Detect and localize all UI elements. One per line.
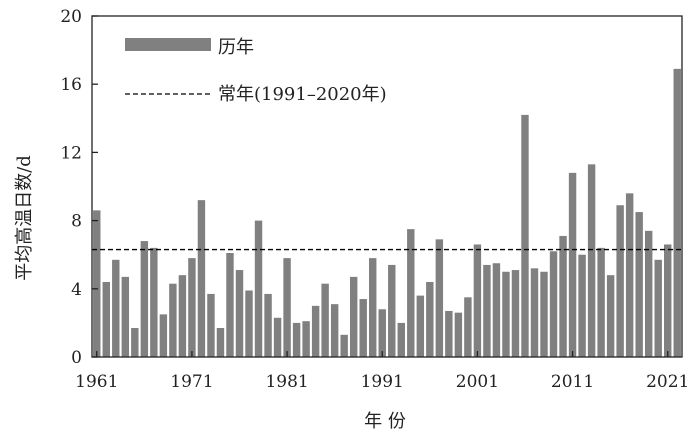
x-axis-ticks: 1961 1971 1981 1991 2001 2011 2021 xyxy=(75,351,689,392)
bar-2004 xyxy=(502,271,510,357)
bar-2003 xyxy=(492,263,501,357)
legend-label-bar: 历年 xyxy=(218,37,254,58)
bar-1971 xyxy=(188,258,196,357)
x-tick-label-1961: 1961 xyxy=(75,372,118,392)
x-tick-label-2021: 2021 xyxy=(646,372,689,392)
bar-1992 xyxy=(388,264,396,357)
bar-1965 xyxy=(131,328,139,357)
legend: 历年 常年(1991–2020年) xyxy=(125,37,387,105)
y-tick-label-8: 8 xyxy=(71,212,82,232)
bar-1972 xyxy=(197,200,206,357)
bar-2014 xyxy=(597,247,605,357)
bar-2010 xyxy=(559,235,567,357)
bar-1985 xyxy=(321,283,329,357)
bars-group xyxy=(93,68,681,358)
bar-1986 xyxy=(330,304,339,357)
bar-1976 xyxy=(235,270,244,357)
y-tick-label-16: 16 xyxy=(60,75,82,95)
y-axis-ticks: 0 4 8 12 16 20 xyxy=(60,7,98,368)
bar-2018 xyxy=(635,212,643,357)
legend-swatch-bar xyxy=(125,38,211,51)
bar-1993 xyxy=(397,322,405,357)
bar-1990 xyxy=(369,258,377,357)
bar-2022 xyxy=(673,68,681,358)
bar-1967 xyxy=(150,247,158,357)
bar-1989 xyxy=(359,299,367,357)
x-axis-title: 年 份 xyxy=(364,411,406,432)
bar-1974 xyxy=(216,328,225,357)
bar-1980 xyxy=(273,317,282,357)
bar-1966 xyxy=(140,241,149,357)
y-tick-label-0: 0 xyxy=(71,348,82,368)
bar-2002 xyxy=(483,264,491,357)
bar-2021 xyxy=(664,244,672,357)
bar-2020 xyxy=(654,259,662,357)
bar-1978 xyxy=(254,220,263,357)
bar-2013 xyxy=(587,164,596,357)
bar-1999 xyxy=(454,312,463,357)
bar-1988 xyxy=(349,276,358,357)
bar-2016 xyxy=(616,205,624,357)
bar-1962 xyxy=(102,281,110,357)
bar-2009 xyxy=(549,251,558,357)
x-tick-label-1971: 1971 xyxy=(170,372,213,392)
bar-1963 xyxy=(112,259,120,357)
bar-1968 xyxy=(159,314,168,358)
bar-2000 xyxy=(464,297,472,357)
y-tick-label-20: 20 xyxy=(60,7,82,27)
bar-1997 xyxy=(435,239,444,357)
bar-1987 xyxy=(340,334,348,357)
bar-1991 xyxy=(378,309,386,357)
bar-2011 xyxy=(568,172,577,357)
bar-1995 xyxy=(416,295,425,357)
y-tick-label-4: 4 xyxy=(71,280,82,300)
bar-1996 xyxy=(426,281,434,357)
bar-1981 xyxy=(283,258,291,357)
bar-1979 xyxy=(264,293,272,357)
bar-2012 xyxy=(578,254,586,357)
bar-1998 xyxy=(445,310,453,357)
bar-1973 xyxy=(207,293,215,357)
bar-2001 xyxy=(473,244,482,357)
x-tick-label-1991: 1991 xyxy=(361,372,404,392)
x-tick-label-2001: 2001 xyxy=(456,372,499,392)
bar-2015 xyxy=(606,275,615,357)
plot-frame xyxy=(91,15,683,358)
bar-1984 xyxy=(311,305,320,357)
x-tick-label-2011: 2011 xyxy=(551,372,594,392)
y-axis-title: 平均高温日数/d xyxy=(14,155,35,281)
bar-1977 xyxy=(245,290,253,357)
bar-2006 xyxy=(521,114,529,357)
bar-2005 xyxy=(511,270,520,357)
bar-1964 xyxy=(121,276,130,357)
bar-1969 xyxy=(169,283,177,357)
x-tick-label-1981: 1981 xyxy=(265,372,308,392)
bar-1983 xyxy=(302,321,310,357)
legend-label-reference: 常年(1991–2020年) xyxy=(218,84,387,105)
bar-2007 xyxy=(530,268,539,357)
bar-1982 xyxy=(292,322,301,357)
bar-1994 xyxy=(407,229,415,358)
bar-2017 xyxy=(625,193,634,357)
bar-1961 xyxy=(93,210,101,357)
y-tick-label-12: 12 xyxy=(60,143,82,163)
bar-1975 xyxy=(226,253,234,357)
bar-1970 xyxy=(178,275,187,357)
bar-2019 xyxy=(644,230,653,357)
bar-2008 xyxy=(540,271,548,357)
